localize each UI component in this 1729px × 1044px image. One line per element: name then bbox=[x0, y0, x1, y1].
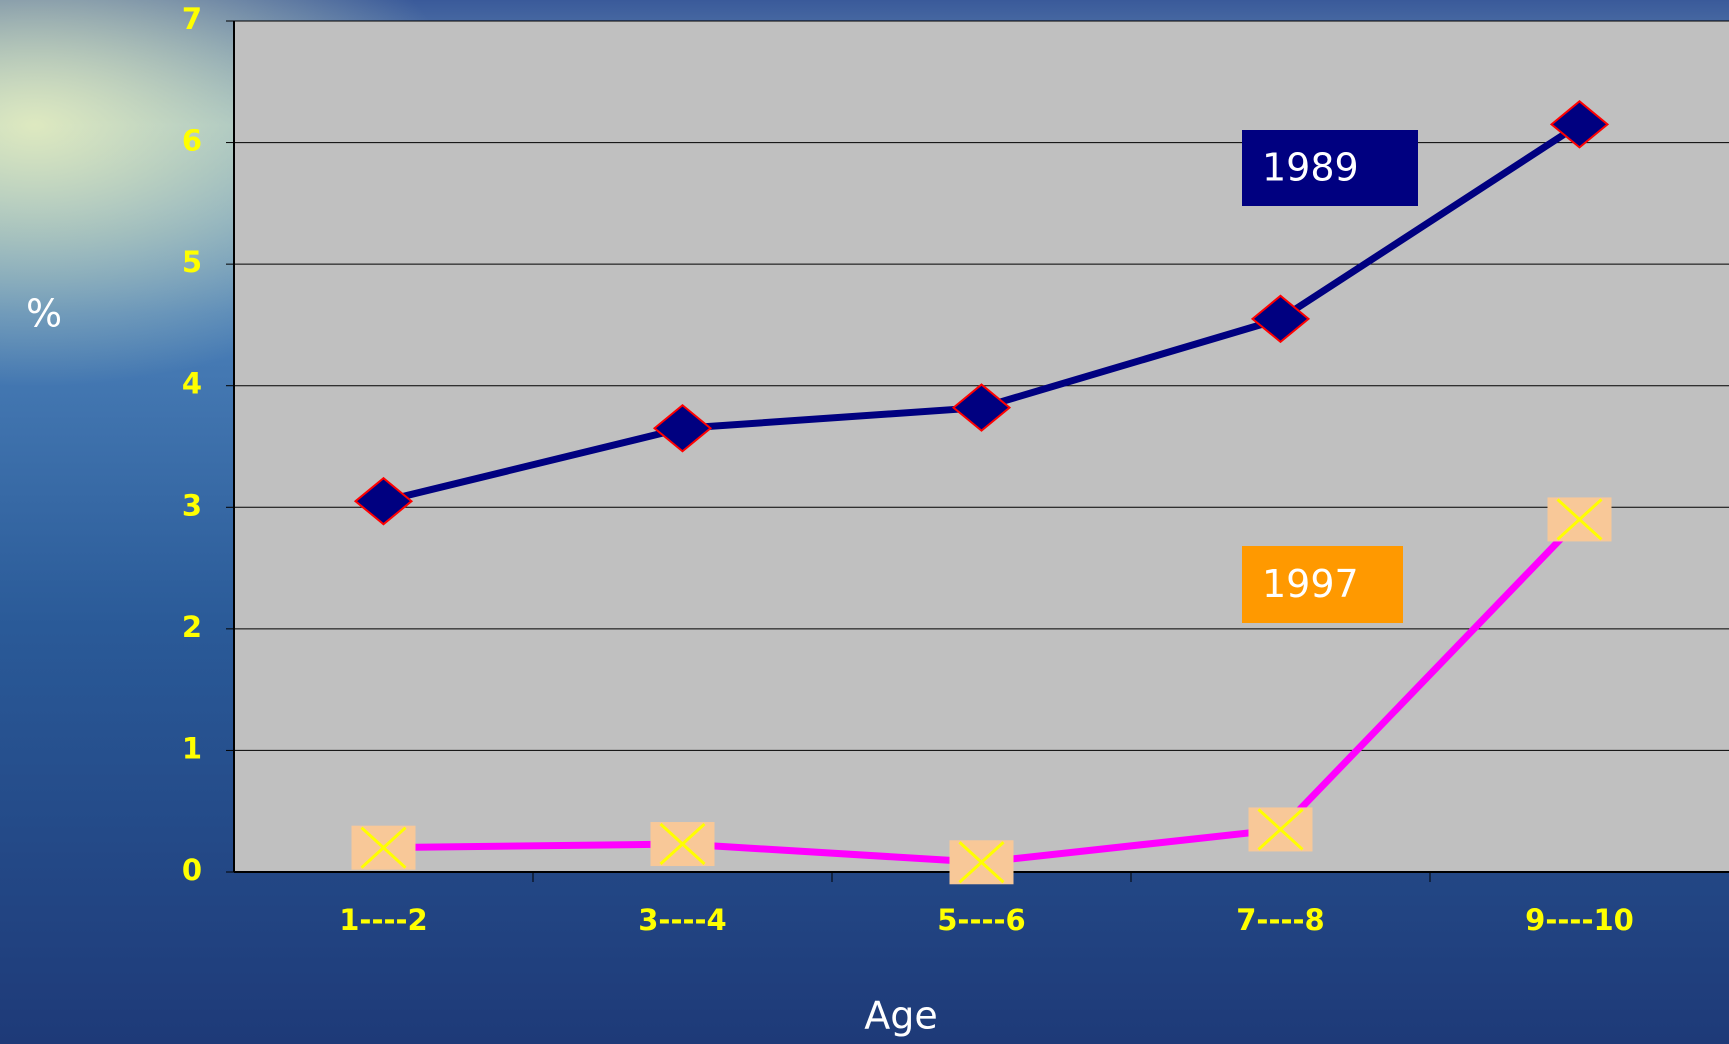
y-tick-label: 4 bbox=[182, 367, 202, 401]
marker bbox=[950, 840, 1014, 884]
x-tick-label: 3----4 bbox=[638, 903, 727, 937]
marker bbox=[352, 826, 416, 870]
marker bbox=[1548, 497, 1612, 541]
series-label: 1997 bbox=[1262, 562, 1359, 606]
page: % Age 0 1 2 3 4 5 6 7 1----2 3----4 5----6 7----8 9-… bbox=[0, 0, 1729, 1044]
marker bbox=[651, 822, 715, 866]
plot-area bbox=[234, 21, 1729, 872]
x-axis-title: Age bbox=[864, 994, 938, 1038]
x-tick-label: 9----10 bbox=[1525, 903, 1634, 937]
x-tick-label: 1----2 bbox=[339, 903, 428, 937]
y-tick-label: 0 bbox=[182, 853, 202, 887]
y-axis-title: % bbox=[26, 292, 62, 336]
y-tick-label: 7 bbox=[182, 2, 202, 36]
x-tick-label: 7----8 bbox=[1236, 903, 1325, 937]
y-tick-label: 5 bbox=[182, 245, 202, 279]
x-tick-label: 5----6 bbox=[937, 903, 1026, 937]
series-label: 1989 bbox=[1262, 146, 1359, 190]
marker bbox=[1249, 807, 1313, 851]
y-tick-label: 6 bbox=[182, 124, 202, 158]
y-tick-label: 1 bbox=[182, 731, 202, 765]
y-tick-label: 3 bbox=[182, 488, 202, 522]
y-tick-label: 2 bbox=[182, 610, 202, 644]
chart: % Age 0 1 2 3 4 5 6 7 1----2 3----4 5----6 7----8 9-… bbox=[0, 0, 1729, 1044]
